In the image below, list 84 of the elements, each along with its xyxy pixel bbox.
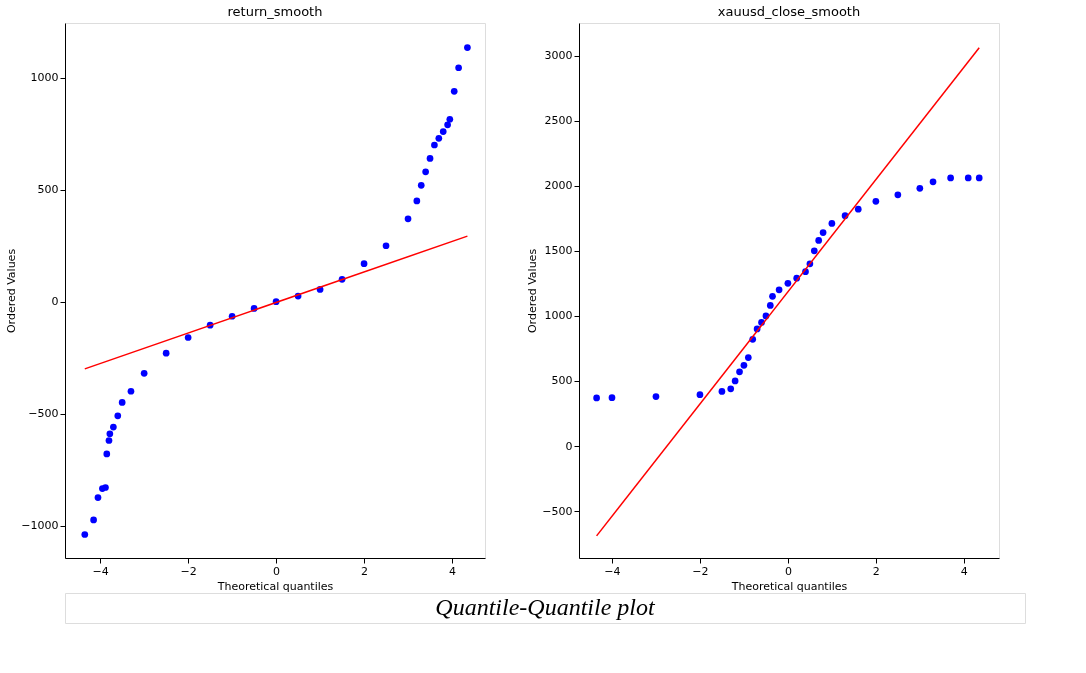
point: [140, 369, 148, 377]
y-tick-label: 2000: [544, 179, 573, 193]
point: [815, 237, 823, 244]
point: [608, 394, 616, 401]
point: [422, 168, 429, 176]
point: [819, 229, 827, 236]
point: [417, 181, 425, 189]
point: [103, 450, 111, 458]
y-tick-label: 1000: [30, 71, 59, 85]
y-tick-label: −1000: [21, 519, 59, 533]
point: [916, 184, 924, 192]
point: [446, 115, 454, 123]
point: [435, 134, 443, 142]
point: [110, 423, 117, 431]
point: [769, 293, 776, 300]
y-tick-label: 0: [51, 295, 59, 309]
x-tick-label: 4: [960, 564, 968, 578]
x-tick-label: −2: [692, 564, 709, 578]
point: [360, 260, 368, 267]
y-tick-label: 500: [37, 183, 59, 197]
point: [775, 286, 783, 294]
y-tick-label: −500: [28, 407, 59, 421]
point: [696, 391, 704, 398]
point: [975, 174, 983, 182]
point: [727, 385, 735, 393]
point: [404, 215, 412, 223]
point: [439, 128, 447, 135]
point: [382, 242, 390, 250]
point: [118, 399, 126, 406]
text: Quantile-Quantile plot: [435, 594, 656, 620]
x-tick-label: 0: [784, 564, 792, 578]
y-tick-label: 0: [565, 439, 573, 453]
chart-title: return_smooth: [227, 4, 323, 19]
x-tick-label: 2: [872, 564, 880, 578]
point: [740, 362, 748, 369]
x-tick-label: −4: [92, 564, 109, 578]
point: [593, 394, 600, 402]
point: [184, 334, 192, 341]
y-tick-label: 1000: [544, 309, 573, 323]
point: [736, 368, 743, 376]
point: [718, 388, 726, 395]
point: [455, 64, 462, 72]
point: [413, 197, 421, 205]
point: [731, 377, 739, 385]
point: [162, 349, 170, 357]
point: [964, 174, 972, 182]
x-tick-label: 0: [273, 564, 281, 578]
point: [431, 141, 438, 149]
y-tick-label: −500: [542, 504, 573, 518]
point: [105, 437, 113, 444]
point: [464, 44, 471, 51]
x-axis-title: Theoretical quantiles: [216, 579, 334, 593]
chart-title: xauusd_close_smooth: [717, 4, 861, 19]
y-axis-title: Ordered Values: [5, 248, 19, 334]
point: [929, 178, 937, 186]
point: [81, 531, 89, 538]
x-tick-label: 2: [361, 564, 369, 578]
point: [450, 87, 458, 95]
point: [766, 302, 774, 309]
point: [828, 220, 836, 227]
point: [810, 247, 818, 255]
point: [106, 430, 114, 438]
point: [744, 354, 752, 361]
point: [894, 191, 902, 199]
point: [652, 393, 660, 400]
y-axis-title: Ordered Values: [526, 248, 540, 334]
x-axis-title: Theoretical quantiles: [730, 579, 848, 593]
point: [444, 121, 451, 129]
x-tick-label: 4: [449, 564, 457, 578]
y-tick-label: 3000: [544, 49, 573, 63]
x-tick-label: −2: [180, 564, 197, 578]
y-tick-label: 500: [551, 374, 573, 388]
y-tick-label: 2500: [544, 114, 573, 128]
point: [90, 516, 97, 524]
point: [94, 494, 102, 501]
point: [784, 279, 792, 287]
y-tick-label: 1500: [544, 244, 573, 258]
x-tick-label: −4: [604, 564, 621, 578]
point: [854, 205, 862, 213]
point: [127, 387, 135, 395]
point: [872, 197, 880, 205]
point: [426, 155, 434, 162]
point: [947, 174, 954, 182]
point: [114, 412, 122, 420]
